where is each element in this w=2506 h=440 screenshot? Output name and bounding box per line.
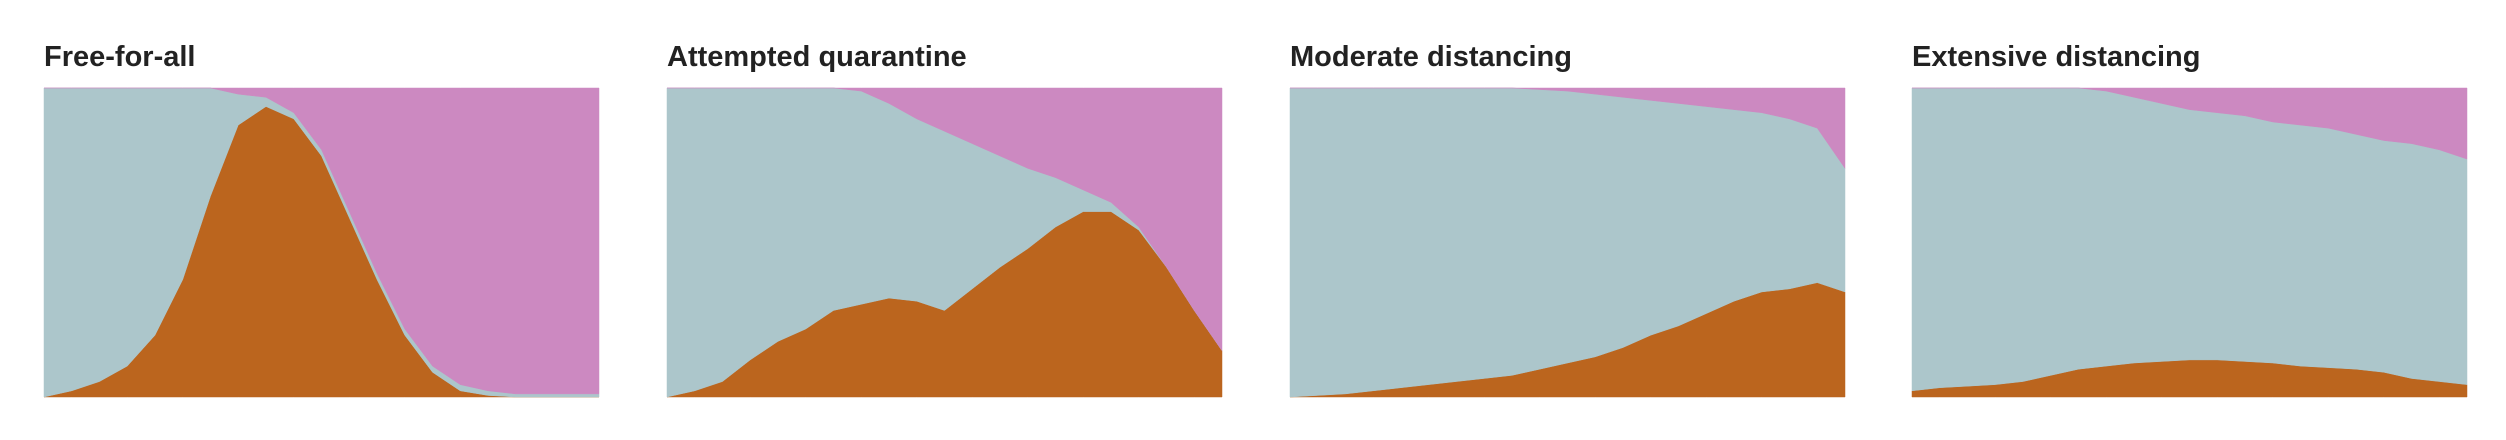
area (667, 87, 1223, 352)
chart-title: Free-for-all (44, 41, 195, 73)
area (1290, 87, 1846, 170)
chart-title: Extensive distancing (1912, 41, 2201, 73)
chart-title: Attempted quarantine (667, 41, 967, 73)
area (44, 87, 600, 395)
area (1912, 87, 2468, 160)
chart-title: Moderate distancing (1290, 41, 1572, 73)
